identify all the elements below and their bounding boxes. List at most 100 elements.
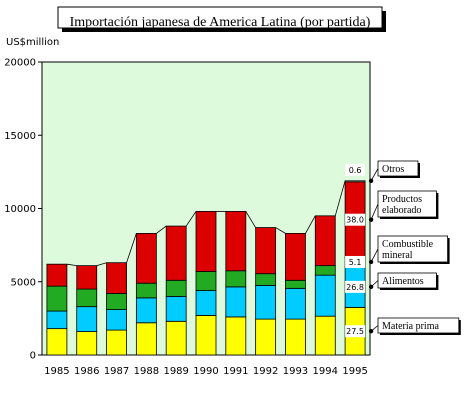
legend-pointer-dot (368, 284, 374, 290)
y-tick-label: 10000 (4, 204, 36, 215)
bar-segment (314, 315, 336, 356)
legend-box (377, 272, 437, 289)
y-axis: 0 5000 10000 15000 20000 (4, 58, 42, 362)
bar-connector-line (334, 180, 346, 216)
bar-segment (285, 233, 306, 281)
legend-label: elaborado (382, 205, 421, 216)
bar-segment (314, 274, 336, 317)
bar-connector-line (185, 211, 197, 227)
bar-connector-line (66, 263, 77, 267)
bar-segment (106, 262, 127, 294)
bar-segment (106, 329, 127, 356)
x-tick-label: 1987 (104, 366, 129, 377)
bar-connector-line (275, 227, 286, 234)
y-axis-label: US$million (6, 37, 59, 48)
data-label: 5.1 (349, 258, 362, 267)
legend-label: Productos (382, 194, 422, 205)
x-tick-label: 1992 (253, 366, 278, 377)
bar-segment (285, 318, 306, 356)
chart-title: Importación japanesa de America Latina (… (70, 15, 371, 30)
data-label: 38.0 (346, 216, 364, 225)
x-tick-label: 1995 (342, 366, 367, 377)
legend-label: mineral (382, 250, 413, 261)
data-label-bg (345, 255, 366, 268)
legend-box (377, 190, 437, 218)
bar-segment (165, 225, 187, 281)
data-label-bg (345, 325, 366, 338)
title-box: Importación japanesa de America Latina (… (57, 6, 386, 32)
legend-pointer-line (370, 203, 379, 220)
bar-segment (46, 285, 68, 312)
data-label: 27.5 (346, 327, 364, 336)
bar-segment (46, 263, 68, 287)
bar-segment (255, 273, 277, 286)
legend-label: Otros (382, 164, 404, 175)
y-tick-label: 20000 (4, 58, 36, 69)
y-tick-label: 5000 (11, 277, 36, 288)
bar-segment (76, 331, 98, 356)
y-tick-label: 0 (30, 351, 36, 362)
bar-segment (135, 233, 157, 284)
x-tick-label: 1989 (163, 366, 188, 377)
bar-segment (314, 215, 336, 267)
legend-box (377, 235, 448, 263)
legend-label: Combustible (382, 239, 434, 250)
bar-segment (195, 271, 217, 291)
legend-pointer-dot (368, 259, 374, 265)
bar-segment (135, 282, 157, 299)
bar-segment (76, 306, 98, 332)
bar-connector-line (245, 211, 256, 228)
bar-segment (76, 288, 98, 308)
bar-segment (46, 310, 68, 330)
bar-segment (255, 318, 277, 356)
data-label-bg (345, 163, 366, 176)
x-axis: 1985 1986 1987 1988 1989 1990 1991 1992 1993 1994… (44, 366, 368, 377)
legend-box (377, 317, 460, 334)
y-tick-label: 15000 (4, 131, 36, 142)
legend-label: Materia prima (382, 321, 439, 332)
x-tick-label: 1988 (134, 366, 159, 377)
bar-segment (314, 265, 336, 276)
bar-segment (255, 227, 277, 275)
bar-connector-line (305, 215, 316, 234)
legend-pointer-dot (368, 217, 374, 222)
data-label: 0.6 (349, 166, 362, 175)
legend-label: Alimentos (382, 276, 424, 287)
legend-pointer-line (370, 248, 379, 263)
bar-segment (135, 297, 157, 324)
bar-segment (344, 180, 366, 183)
data-label: 26.8 (346, 283, 364, 292)
bar-segment (225, 211, 247, 272)
bar-segment (225, 270, 247, 288)
data-label-bg (345, 280, 366, 293)
bar-segment (195, 211, 217, 272)
x-tick-label: 1993 (283, 366, 308, 377)
bar-segment (76, 265, 98, 290)
bar-segment (165, 320, 187, 356)
bar-segment (255, 285, 277, 320)
x-tick-label: 1986 (74, 366, 99, 377)
bar-segment (195, 315, 217, 356)
bar-connector-line (96, 262, 107, 267)
bar-segment (285, 279, 306, 289)
bar-segment (285, 287, 306, 320)
x-tick-label: 1990 (193, 366, 218, 377)
data-label-bg (345, 213, 366, 226)
bar-segment (135, 322, 157, 356)
data-labels: 0.6 38.0 5.1 26.8 27.5 (345, 163, 366, 338)
bar-segment (106, 293, 127, 310)
bar-segment (225, 286, 247, 318)
bar-connector-line (156, 225, 167, 234)
legend-pointer-line (370, 168, 379, 182)
bar-connector-line (126, 233, 137, 263)
x-tick-label: 1994 (313, 366, 338, 377)
bar-segment (46, 328, 68, 356)
bar-segment (106, 309, 127, 331)
bar-segment (165, 295, 187, 322)
bar-segment (225, 316, 247, 356)
x-tick-label: 1985 (44, 366, 69, 377)
legend-box (377, 160, 419, 177)
legend-pointer-dot (368, 178, 374, 184)
